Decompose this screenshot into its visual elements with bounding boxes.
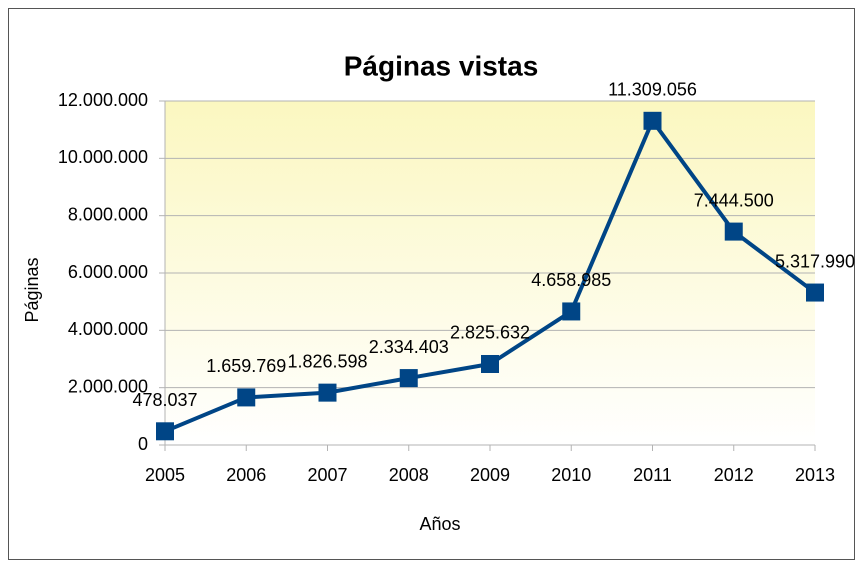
data-label: 1.659.769 <box>206 356 286 376</box>
data-label: 11.309.056 <box>608 80 697 100</box>
chart-title: Páginas vistas <box>344 50 539 81</box>
marker <box>643 111 662 130</box>
y-tick-label: 2.000.000 <box>68 376 148 396</box>
x-tick-label: 2008 <box>389 465 429 485</box>
marker <box>724 222 743 241</box>
marker <box>237 388 256 407</box>
marker <box>481 354 499 373</box>
x-tick-label: 2006 <box>226 465 266 485</box>
data-label: 5.317.990 <box>775 251 855 271</box>
data-label: 2.825.632 <box>450 323 530 343</box>
y-tick-label: 12.000.000 <box>58 90 148 110</box>
marker <box>399 369 418 388</box>
x-tick-label: 2010 <box>551 465 591 485</box>
y-tick-label: 0 <box>138 434 148 454</box>
marker <box>806 283 824 302</box>
y-tick-label: 4.000.000 <box>68 319 148 339</box>
marker <box>318 383 337 402</box>
y-tick-label: 8.000.000 <box>68 204 148 224</box>
x-tick-label: 2011 <box>633 465 672 485</box>
x-tick-label: 2007 <box>307 465 347 485</box>
y-axis-label: Páginas <box>22 257 42 322</box>
data-label: 2.334.403 <box>369 337 449 357</box>
marker <box>156 422 174 441</box>
data-label: 7.444.500 <box>694 190 774 210</box>
data-label: 478.037 <box>132 390 197 410</box>
data-label: 1.826.598 <box>287 351 367 371</box>
x-tick-label: 2005 <box>145 465 185 485</box>
y-tick-label: 6.000.000 <box>68 262 148 282</box>
x-tick-label: 2012 <box>714 465 754 485</box>
x-tick-label: 2013 <box>795 465 835 485</box>
y-tick-label: 10.000.000 <box>58 147 148 167</box>
data-label: 4.658.985 <box>531 270 611 290</box>
marker <box>562 302 581 321</box>
x-axis-label: Años <box>419 514 460 534</box>
x-tick-label: 2009 <box>470 465 510 485</box>
